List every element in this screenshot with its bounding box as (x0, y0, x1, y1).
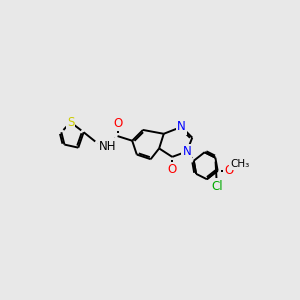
Text: N: N (177, 120, 186, 134)
Text: Cl: Cl (211, 180, 223, 193)
Text: S: S (67, 116, 74, 129)
Text: CH₃: CH₃ (230, 159, 250, 169)
Text: O: O (225, 164, 234, 177)
Text: N: N (182, 145, 191, 158)
Text: O: O (113, 116, 122, 130)
Text: NH: NH (99, 140, 116, 153)
Text: O: O (168, 164, 177, 176)
